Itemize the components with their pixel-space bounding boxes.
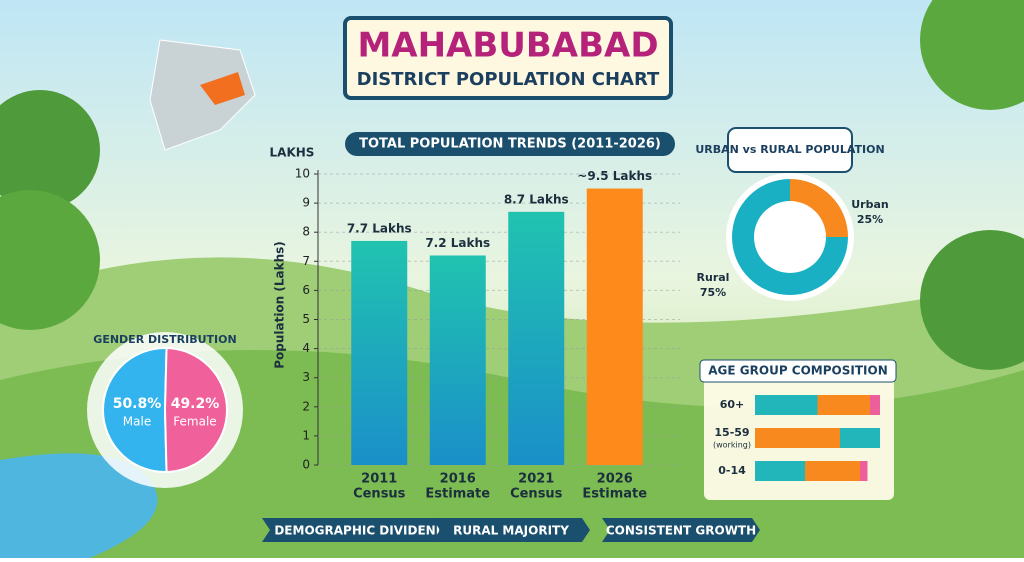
chart-title-pill bbox=[345, 132, 675, 156]
slice-label: Rural bbox=[697, 271, 730, 284]
row-label: 60+ bbox=[720, 398, 745, 411]
x-tick-label: 2026 bbox=[597, 472, 633, 487]
age-title-box bbox=[699, 359, 897, 383]
y-tick-label: 1 bbox=[302, 428, 310, 442]
slice-value: 50.8% bbox=[113, 396, 162, 412]
slice-label: Urban bbox=[851, 198, 889, 211]
value-label: ~9.5 Lakhs bbox=[577, 169, 652, 183]
pie-slice bbox=[102, 347, 168, 473]
y-tick-label: 10 bbox=[295, 167, 310, 181]
y-tick-label: 7 bbox=[302, 254, 310, 268]
chart-title: TOTAL POPULATION TRENDS (2011-2026) bbox=[359, 137, 661, 152]
slice-value: 25% bbox=[857, 213, 883, 226]
x-tick-note: Estimate bbox=[582, 487, 647, 502]
segment bbox=[805, 461, 860, 481]
tag: CONSISTENT GROWTH bbox=[606, 524, 756, 538]
panel-title-box bbox=[727, 127, 853, 173]
x-tick-note: Estimate bbox=[425, 487, 490, 502]
tree bbox=[0, 190, 100, 330]
value-label: 8.7 Lakhs bbox=[504, 192, 569, 206]
tree bbox=[0, 90, 100, 210]
segment bbox=[755, 395, 818, 415]
row-label: 0-14 bbox=[718, 464, 746, 477]
segment bbox=[870, 395, 880, 415]
bar bbox=[508, 211, 565, 465]
subtitle: DISTRICT POPULATION CHART bbox=[357, 69, 660, 90]
y-tick-label: 3 bbox=[302, 370, 310, 384]
x-tick-label: 2011 bbox=[361, 472, 397, 487]
tag-ribbon bbox=[432, 518, 590, 542]
tag-ribbon bbox=[262, 518, 458, 542]
segment bbox=[755, 428, 840, 448]
gender-title: GENDER DISTRIBUTION bbox=[93, 333, 236, 346]
tag: DEMOGRAPHIC DIVIDEND bbox=[274, 524, 445, 538]
segment bbox=[840, 428, 880, 448]
x-tick-note: Census bbox=[353, 487, 406, 502]
map bbox=[149, 39, 256, 151]
bar bbox=[351, 240, 408, 465]
x-tick-label: 2016 bbox=[440, 472, 476, 487]
y-tick-label: 2 bbox=[302, 399, 310, 413]
age-title: AGE GROUP COMPOSITION bbox=[708, 364, 887, 378]
y-tick-label: 5 bbox=[302, 312, 310, 326]
slice-value: 49.2% bbox=[171, 396, 220, 412]
tag: RURAL MAJORITY bbox=[453, 524, 569, 538]
value-label: 7.2 Lakhs bbox=[425, 236, 490, 250]
title: MAHABUBABAD bbox=[357, 26, 658, 66]
y-unit: LAKHS bbox=[270, 146, 315, 160]
x-tick-note: Census bbox=[510, 487, 563, 502]
y-axis-label: Population (Lakhs) bbox=[273, 241, 287, 369]
slice-value: 75% bbox=[700, 286, 726, 299]
donut-title: URBAN vs RURAL POPULATION bbox=[695, 143, 884, 156]
y-tick-label: 6 bbox=[302, 283, 310, 297]
donut-slice bbox=[790, 179, 848, 237]
y-tick-label: 8 bbox=[302, 225, 310, 239]
pie-slice bbox=[163, 346, 228, 474]
y-tick-label: 0 bbox=[302, 458, 310, 472]
row-label: 15-59 bbox=[714, 426, 749, 439]
tree bbox=[920, 0, 1024, 110]
y-tick-label: 4 bbox=[302, 341, 310, 355]
bar bbox=[429, 255, 486, 465]
tag-ribbon bbox=[602, 518, 760, 542]
river bbox=[0, 453, 158, 558]
segment bbox=[817, 395, 870, 415]
x-tick-label: 2021 bbox=[518, 472, 554, 487]
slice-label: Male bbox=[123, 415, 151, 429]
tree bbox=[920, 230, 1024, 370]
row-note: (working) bbox=[713, 441, 751, 450]
value-label: 7.7 Lakhs bbox=[347, 221, 412, 235]
bar bbox=[586, 188, 643, 466]
map-highlight bbox=[200, 72, 245, 105]
segment bbox=[860, 461, 868, 481]
y-tick-label: 9 bbox=[302, 196, 310, 210]
donut-slice bbox=[732, 179, 848, 295]
slice-label: Female bbox=[173, 415, 216, 429]
title-banner bbox=[343, 16, 673, 100]
segment bbox=[755, 461, 805, 481]
